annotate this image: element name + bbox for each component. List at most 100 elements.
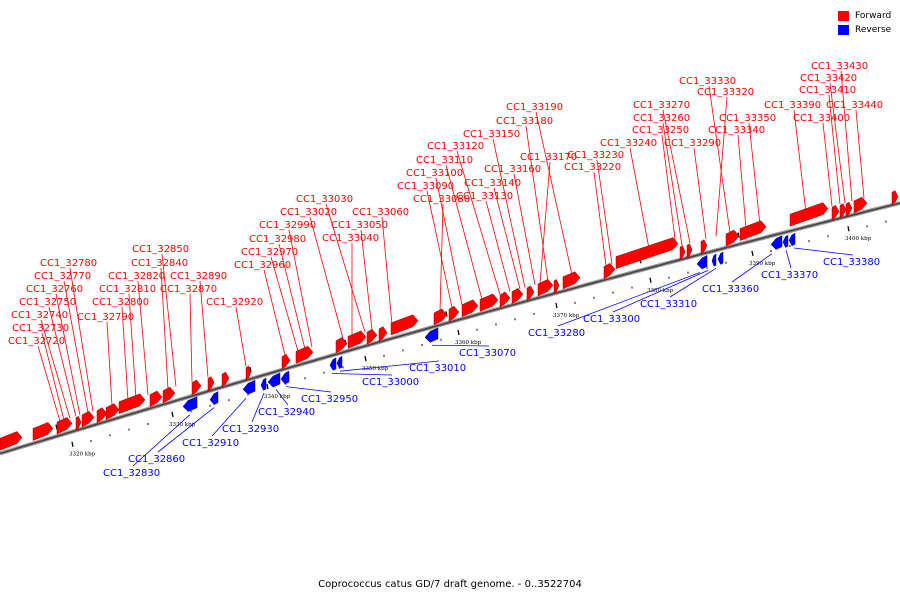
forward-gene-label: CC1_32800 bbox=[92, 297, 149, 308]
forward-gene-block bbox=[853, 196, 868, 214]
forward-gene-block bbox=[526, 285, 535, 301]
forward-gene-label: CC1_33410 bbox=[799, 85, 856, 96]
forward-leader-line bbox=[278, 243, 306, 350]
forward-leader-line bbox=[189, 293, 193, 383]
reverse-gene-block bbox=[209, 391, 219, 406]
forward-gene-block bbox=[335, 337, 348, 354]
forward-leader-line bbox=[235, 306, 247, 367]
major-tick bbox=[555, 302, 558, 309]
reverse-gene-label: CC1_32910 bbox=[182, 438, 239, 449]
tick-label: 3370 kbp bbox=[553, 313, 580, 319]
forward-gene-label: CC1_33440 bbox=[826, 100, 883, 111]
tick-label: 3390 kbp bbox=[749, 261, 776, 267]
reverse-gene-block bbox=[267, 372, 281, 388]
reverse-gene-label: CC1_32940 bbox=[258, 407, 315, 418]
reverse-gene-label: CC1_33070 bbox=[459, 348, 516, 359]
major-tick bbox=[71, 441, 74, 447]
forward-gene-block bbox=[221, 371, 230, 387]
forward-gene-label: CC1_32850 bbox=[132, 244, 189, 255]
forward-gene-block bbox=[562, 271, 581, 290]
reverse-gene-label: CC1_33370 bbox=[761, 270, 818, 281]
tick-label: 3340 kbp bbox=[264, 394, 291, 400]
forward-leader-line bbox=[828, 94, 841, 205]
forward-gene-label: CC1_32720 bbox=[8, 336, 65, 347]
major-tick bbox=[649, 277, 652, 283]
backbone-line bbox=[0, 202, 900, 455]
forward-gene-label: CC1_33120 bbox=[427, 141, 484, 152]
reverse-gene-label: CC1_33010 bbox=[409, 363, 466, 374]
forward-gene-label: CC1_32770 bbox=[34, 271, 91, 282]
forward-gene-label: CC1_33250 bbox=[632, 125, 689, 136]
forward-gene-block bbox=[739, 220, 767, 241]
forward-leader-line bbox=[128, 293, 137, 399]
forward-gene-label: CC1_32820 bbox=[108, 271, 165, 282]
forward-leader-line bbox=[263, 269, 286, 356]
forward-gene-label: CC1_33240 bbox=[600, 138, 657, 149]
forward-leader-line bbox=[41, 332, 65, 421]
forward-gene-block bbox=[553, 279, 560, 294]
forward-gene-label: CC1_32990 bbox=[259, 220, 316, 231]
forward-gene-label: CC1_33320 bbox=[697, 87, 754, 98]
forward-gene-block bbox=[191, 379, 202, 396]
forward-leader-line bbox=[69, 267, 94, 412]
forward-gene-block bbox=[537, 278, 554, 297]
legend: Forward Reverse bbox=[838, 9, 891, 37]
reverse-gene-block bbox=[329, 357, 337, 371]
forward-gene-block bbox=[725, 229, 740, 247]
forward-leader-line bbox=[456, 150, 501, 295]
forward-gene-block bbox=[96, 407, 108, 424]
forward-gene-block bbox=[295, 345, 314, 364]
forward-leader-line bbox=[715, 96, 728, 237]
tick-label: 3350 kbp bbox=[362, 366, 389, 372]
reverse-gene-block bbox=[182, 396, 198, 412]
legend-forward-label: Forward bbox=[855, 11, 892, 21]
reverse-leader-line bbox=[211, 397, 247, 437]
reverse-gene-label: CC1_33300 bbox=[583, 314, 640, 325]
forward-gene-label: CC1_33390 bbox=[764, 100, 821, 111]
forward-leader-line bbox=[708, 85, 731, 233]
forward-leader-line bbox=[37, 345, 61, 422]
forward-gene-label: CC1_32890 bbox=[170, 271, 227, 282]
forward-gene-label: CC1_32740 bbox=[11, 310, 68, 321]
forward-gene-label: CC1_33190 bbox=[506, 102, 563, 113]
reverse-leader-line bbox=[793, 247, 854, 256]
reverse-gene-label: CC1_32830 bbox=[103, 468, 160, 479]
forward-gene-label: CC1_32970 bbox=[241, 247, 298, 258]
forward-leader-line bbox=[121, 306, 129, 401]
forward-leader-line bbox=[737, 134, 747, 229]
forward-gene-block bbox=[789, 202, 829, 227]
forward-gene-label: CC1_33180 bbox=[496, 116, 553, 127]
forward-leader-line bbox=[137, 280, 149, 396]
forward-gene-block bbox=[499, 291, 511, 308]
forward-gene-label: CC1_32840 bbox=[131, 258, 188, 269]
reverse-leader-line bbox=[275, 389, 289, 406]
forward-gene-label: CC1_33350 bbox=[719, 113, 776, 124]
major-tick bbox=[266, 384, 269, 390]
forward-leader-line bbox=[855, 109, 865, 199]
forward-gene-block bbox=[511, 287, 524, 305]
forward-gene-block bbox=[433, 308, 448, 326]
forward-gene-label: CC1_33100 bbox=[406, 168, 463, 179]
reverse-gene-label: CC1_32950 bbox=[301, 394, 358, 405]
top-tick bbox=[445, 311, 448, 317]
forward-leader-line bbox=[593, 171, 607, 266]
forward-gene-label: CC1_33170 bbox=[520, 152, 577, 163]
forward-gene-label: CC1_33140 bbox=[464, 178, 521, 189]
reverse-leader-line bbox=[331, 373, 393, 376]
forward-leader-line bbox=[525, 125, 549, 282]
reverse-gene-block bbox=[770, 235, 783, 250]
forward-gene-label: CC1_32810 bbox=[99, 284, 156, 295]
forward-gene-label: CC1_33400 bbox=[793, 113, 850, 124]
forward-gene-label: CC1_33110 bbox=[416, 155, 473, 166]
forward-leader-line bbox=[160, 267, 169, 390]
legend-reverse: Reverse bbox=[838, 23, 891, 37]
forward-gene-block bbox=[207, 376, 215, 391]
reverse-gene-block bbox=[711, 253, 717, 267]
forward-leader-line bbox=[445, 164, 483, 300]
forward-gene-label: CC1_33130 bbox=[456, 191, 513, 202]
forward-gene-label: CC1_33330 bbox=[679, 76, 736, 87]
forward-leader-line bbox=[748, 122, 761, 225]
forward-gene-label: CC1_32870 bbox=[160, 284, 217, 295]
forward-gene-label: CC1_33050 bbox=[331, 220, 388, 231]
